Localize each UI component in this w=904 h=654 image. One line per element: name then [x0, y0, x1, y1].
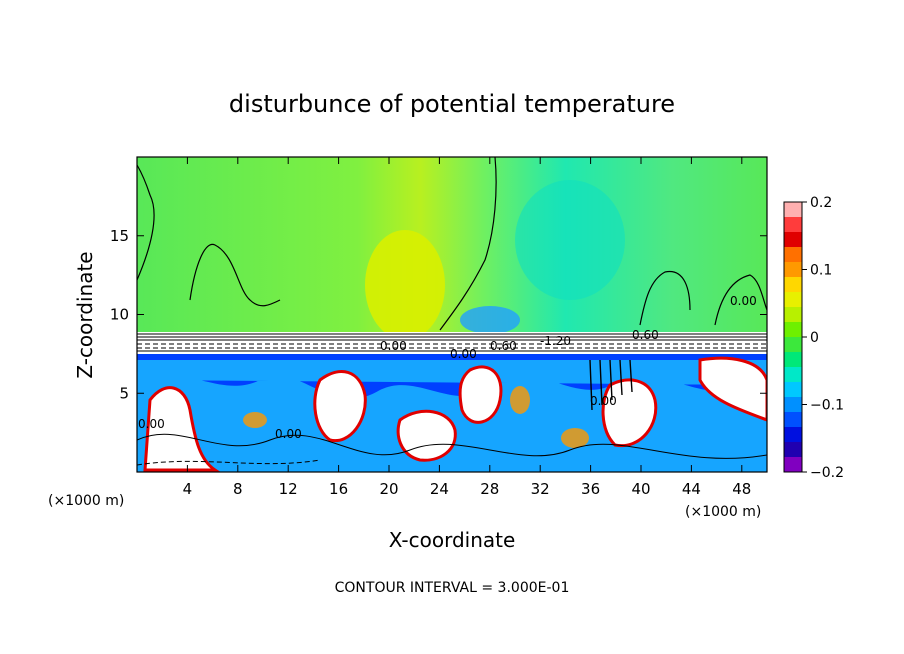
warm-eddies: [243, 386, 589, 448]
contour-label: 0.00: [450, 347, 477, 361]
x-tick-label: 36: [581, 480, 600, 498]
colorbar-swatch: [784, 202, 802, 218]
colorbar-swatch: [784, 382, 802, 398]
colorbar-swatch: [784, 232, 802, 248]
x-tick-label: 24: [430, 480, 449, 498]
colorbar-swatch: [784, 427, 802, 443]
colorbar-tick-label: −0.2: [810, 465, 844, 481]
contour-label: -1.20: [540, 334, 571, 348]
x-tick-label: 20: [379, 480, 398, 498]
lower-contours: [137, 359, 767, 466]
colorbar-swatch: [784, 412, 802, 428]
contour-label: 0.60: [490, 339, 517, 353]
cool-anomaly: [515, 180, 625, 300]
zero-contour-right: [639, 271, 767, 326]
colorbar-swatch: [784, 262, 802, 278]
x-tick-label: 16: [329, 480, 348, 498]
x-unit-right: (×1000 m): [685, 504, 761, 520]
chart-title: disturbunce of potential temperature: [229, 90, 675, 118]
colorbar-swatch: [784, 247, 802, 263]
inversion-lines: [137, 333, 767, 352]
colorbar-tick-label: 0: [810, 330, 819, 346]
colorbar-swatch: [784, 322, 802, 338]
colorbar-swatch: [784, 367, 802, 383]
colorbar-swatch: [784, 307, 802, 323]
colorbar-tick-label: 0.1: [810, 263, 832, 279]
lower-cyan: [137, 360, 767, 472]
zero-contour-mid: [439, 157, 497, 331]
x-tick-label: 4: [183, 480, 193, 498]
contour-label: 0.00: [380, 339, 407, 353]
colorbar-swatch: [784, 292, 802, 308]
contour-label: 0.00: [138, 417, 165, 431]
contour-label: 0.00: [275, 427, 302, 441]
zero-contour-left: [137, 164, 281, 307]
plot-area: [137, 157, 767, 472]
x-axis: 4 8 12 16 20 24 28 32 36 40 44 48: [183, 157, 751, 498]
colorbar: 0.2 0.1 0 −0.1 −0.2: [783, 195, 844, 481]
x-tick-label: 48: [732, 480, 751, 498]
upper-field: [137, 157, 767, 335]
contour-label: 0.00: [590, 394, 617, 408]
colorbar-swatch: [784, 457, 802, 473]
x-tick-label: 8: [233, 480, 243, 498]
contour-label: 0.60: [632, 328, 659, 342]
x-axis-label: X-coordinate: [389, 528, 516, 552]
y-axis-label: Z-coordinate: [73, 251, 97, 378]
colorbar-tick-label: −0.1: [810, 398, 844, 414]
white-eddies: [143, 356, 767, 472]
x-tick-label: 32: [531, 480, 550, 498]
x-tick-label: 44: [682, 480, 701, 498]
x-tick-label: 28: [480, 480, 499, 498]
blue-patch: [460, 306, 520, 334]
contour-label: 0.00: [730, 294, 757, 308]
colorbar-swatch: [784, 277, 802, 293]
colorbar-swatch: [784, 442, 802, 458]
y-axis: 5 10 15: [110, 227, 767, 402]
x-tick-label: 12: [279, 480, 298, 498]
contour-interval-annotation: CONTOUR INTERVAL = 3.000E-01: [335, 580, 570, 596]
warm-anomaly: [365, 230, 445, 340]
colorbar-swatch: [784, 337, 802, 353]
x-tick-label: 40: [631, 480, 650, 498]
colorbar-swatch: [784, 217, 802, 233]
contour-labels: 0.00 0.00 0.00 0.00 0.60 0.60 -1.20 0.00…: [138, 294, 757, 441]
y-tick-label: 15: [110, 227, 129, 245]
y-tick-label: 10: [110, 306, 129, 324]
colorbar-swatch: [784, 397, 802, 413]
colorbar-tick-label: 0.2: [810, 195, 832, 211]
x-unit-left: (×1000 m): [48, 493, 124, 509]
y-tick-label: 5: [119, 384, 129, 402]
colorbar-swatch: [784, 352, 802, 368]
